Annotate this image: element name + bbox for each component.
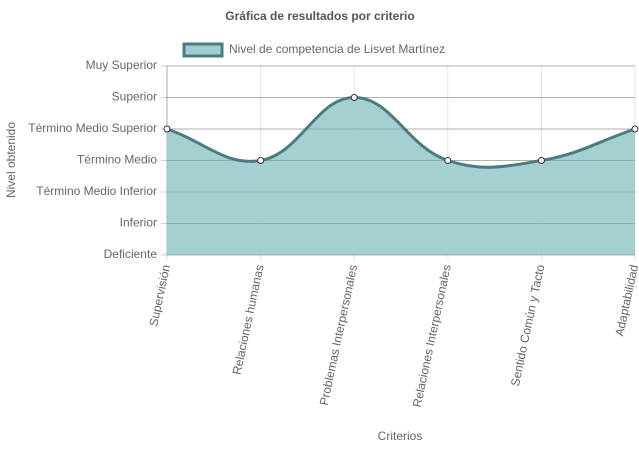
point [444,157,452,164]
x-tick-label: Relaciones Interpersonales [410,263,454,408]
chart-title: Gráfica de resultados por criterio [225,9,414,23]
x-tick-label: Relaciones humanas [230,263,267,376]
x-axis-title: Criterios [378,429,423,443]
point [631,125,639,133]
x-tick-label: Problemas Interpersonales [317,263,361,406]
y-tick-label: Término Medio Inferior [36,184,157,198]
y-tick-label: Deficiente [104,247,158,261]
point [163,125,171,133]
x-tick-label: Sentido Común y Tacto [508,263,548,387]
y-tick-label: Término Medio [77,153,157,167]
area [167,97,635,255]
y-axis-title: Nivel obtenido [4,122,18,198]
point [257,157,265,164]
y-tick-label: Término Medio Superior [28,121,157,135]
y-tick-label: Superior [112,90,157,104]
point [350,94,358,101]
legend-swatch [182,42,224,58]
line [166,95,636,169]
y-tick-label: Muy Superior [86,58,157,72]
x-tick-label: Supervisión [146,263,173,327]
legend-label: Nivel de competencia de Lisvet Martínez [229,42,445,56]
y-tick-label: Inferior [120,216,157,230]
point [537,157,545,164]
x-tick-label: Adaptabilidad [612,263,639,337]
